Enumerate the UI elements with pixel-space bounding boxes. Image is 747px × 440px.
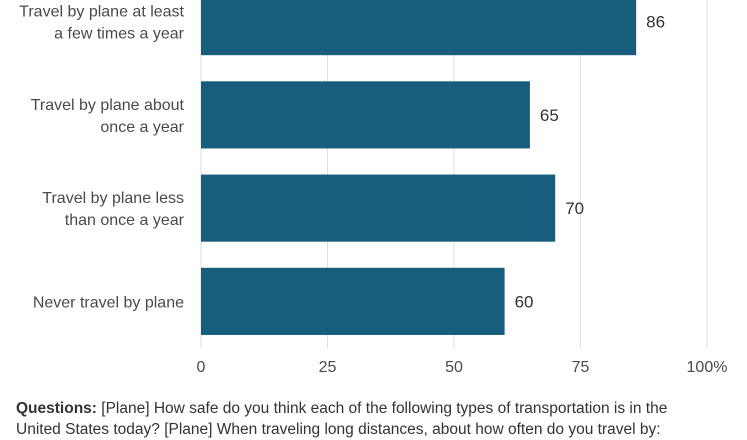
data-label: 65 <box>540 106 559 125</box>
chart: 0 25 50 75 100% 86 Travel by plane at least a f… <box>19 0 727 376</box>
category-label: a few times a year <box>54 26 185 43</box>
category-label: Travel by plane less <box>42 190 184 207</box>
x-tick-label: 25 <box>319 359 337 376</box>
labels: 0 25 50 75 100% 86 Travel by plane at least a f… <box>19 4 727 376</box>
bar <box>201 81 530 149</box>
chart-footnote: Questions: [Plane] How safe do you think… <box>16 398 731 440</box>
category-label: Travel by plane about <box>31 97 185 114</box>
bar-chart-svg: 0 25 50 75 100% 86 Travel by plane at least a f… <box>19 0 727 376</box>
data-label: 70 <box>565 199 584 218</box>
bar <box>201 0 637 56</box>
category-label: than once a year <box>65 212 185 229</box>
bars <box>201 0 637 335</box>
x-tick-label: 75 <box>572 359 590 376</box>
x-tick-label: 0 <box>197 359 206 376</box>
footnote-label: Questions: <box>16 400 97 417</box>
data-label: 60 <box>515 292 534 311</box>
category-label: Travel by plane at least <box>19 4 184 21</box>
data-label: 86 <box>646 13 665 32</box>
x-tick-label: 100% <box>687 359 728 376</box>
footnote-line-1: [Plane] How safe do you think each of th… <box>96 400 668 417</box>
bar <box>201 174 556 242</box>
bar <box>201 267 505 335</box>
category-label: Never travel by plane <box>33 294 184 311</box>
x-tick-label: 50 <box>445 359 463 376</box>
footnote-line-2: United States today? [Plane] When travel… <box>16 421 661 438</box>
category-label: once a year <box>100 119 184 136</box>
